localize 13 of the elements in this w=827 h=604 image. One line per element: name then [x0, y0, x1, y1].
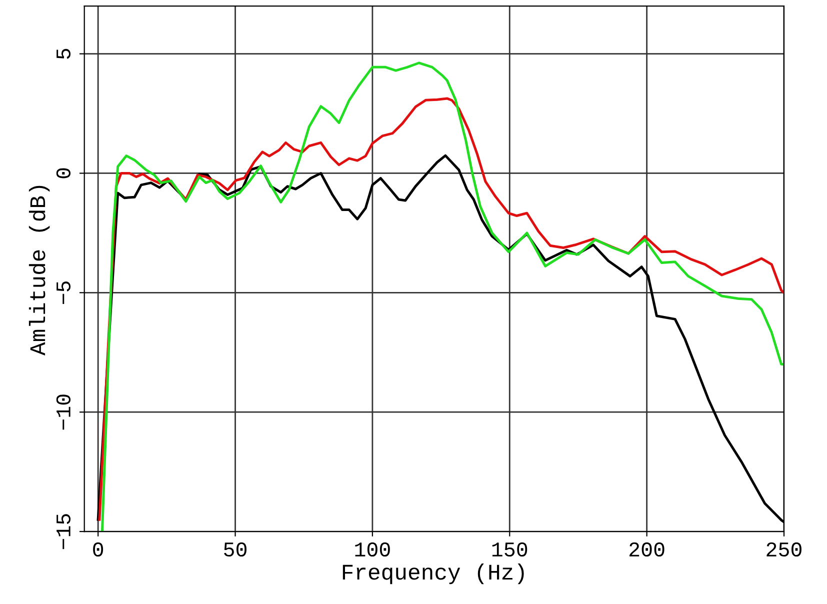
y-axis-title: Amlitude (dB)	[28, 186, 50, 356]
x-tick-label: 100	[355, 542, 390, 557]
x-tick-label: 150	[492, 542, 528, 557]
x-tick-label: 250	[766, 542, 802, 557]
x-tick-label: 200	[630, 542, 664, 557]
y-tick-label: 0	[56, 168, 71, 178]
y-tick-label: −10	[56, 394, 71, 430]
x-axis-title: Frequency (Hz)	[342, 563, 524, 584]
x-tick-label: 50	[224, 542, 246, 557]
y-tick-label: −15	[56, 514, 71, 550]
y-tick-label: −5	[56, 281, 71, 304]
x-tick-label: 0	[93, 542, 104, 557]
y-tick-label: 5	[56, 48, 71, 59]
